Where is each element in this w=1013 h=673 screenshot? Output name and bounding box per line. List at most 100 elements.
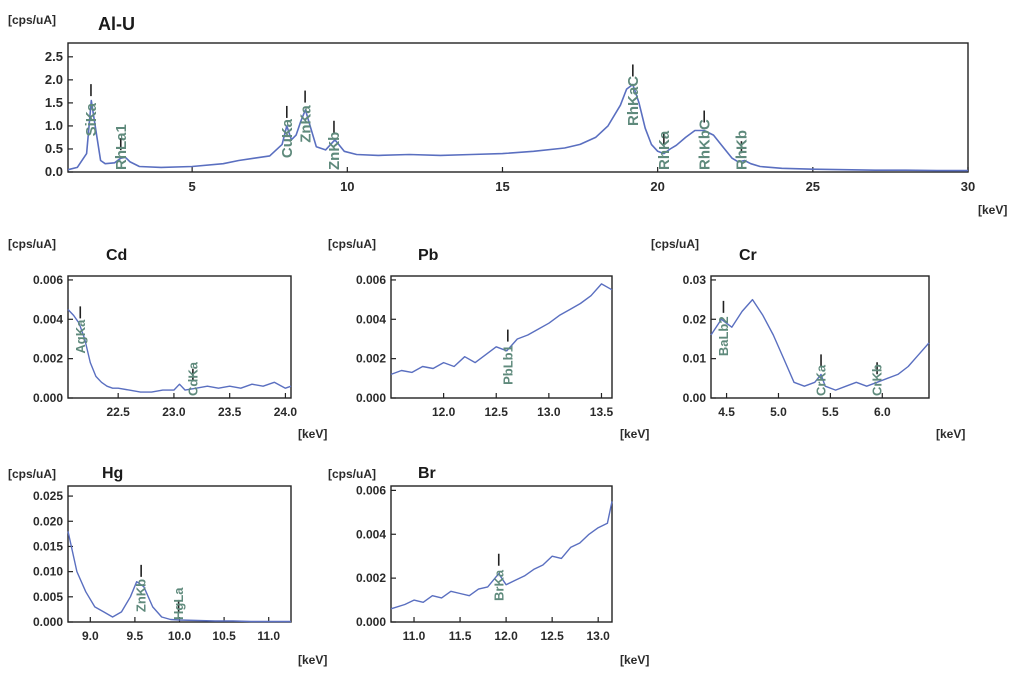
y-tick-label: 0.03 <box>683 273 707 287</box>
y-axis-label: [cps/uA] <box>8 13 56 27</box>
y-tick-label: 0.015 <box>33 539 63 553</box>
y-tick-label: 0.5 <box>45 141 63 156</box>
spectrum-line <box>67 83 968 172</box>
y-tick-label: 0.010 <box>33 565 63 579</box>
x-tick-label: 23.5 <box>218 405 242 419</box>
x-tick-label: 12.5 <box>540 629 564 643</box>
x-tick-label: 6.0 <box>874 405 891 419</box>
x-tick-label: 11.0 <box>257 629 280 643</box>
peak-label: CuKa <box>279 118 296 158</box>
peak-label: RhKb <box>734 130 751 170</box>
peak-label: CdKa <box>185 361 200 396</box>
chart-br: [cps/uA] Br [keV] 11.0 11.5 12.0 12.5 13.0 0.000… <box>328 465 649 667</box>
x-tick-label: 10 <box>340 179 354 194</box>
peak-label: HgLa <box>171 587 186 620</box>
peak-label: CrKa <box>814 364 829 396</box>
spectrum-line <box>390 501 613 610</box>
peak-label: RhKa <box>656 130 673 170</box>
y-tick-label: 0.005 <box>33 590 63 604</box>
plot-frame <box>67 275 292 399</box>
x-tick-label: 11.0 <box>403 629 426 643</box>
y-tick-label: 2.0 <box>45 72 63 87</box>
spectrum-line <box>67 309 292 393</box>
x-tick-label: 5.0 <box>770 405 787 419</box>
y-tick-label: 1.5 <box>45 95 63 110</box>
x-tick-label: 22.5 <box>106 405 130 419</box>
peak-label: SiKa <box>83 102 100 136</box>
plot-frame <box>390 275 613 399</box>
spectrum-line <box>67 531 291 623</box>
x-tick-label: 13.5 <box>590 405 614 419</box>
y-tick-label: 1.0 <box>45 118 63 133</box>
x-tick-label: 5 <box>189 179 196 194</box>
y-tick-label: 0.01 <box>683 352 707 366</box>
x-axis-label: [keV] <box>936 427 965 441</box>
y-tick-label: 0.002 <box>356 352 386 366</box>
x-tick-label: 5.5 <box>822 405 839 419</box>
chart-cr: [cps/uA] Cr [keV] 4.5 5.0 5.5 6.0 0.00 0.01 0.02 0… <box>651 237 965 441</box>
x-tick-label: 12.0 <box>494 629 518 643</box>
y-tick-label: 0.000 <box>356 391 386 405</box>
y-tick-label: 0.0 <box>45 164 63 179</box>
y-axis-label: [cps/uA] <box>328 467 376 481</box>
spectrum-line <box>710 298 930 391</box>
y-tick-label: 0.025 <box>33 489 63 503</box>
peak-label: CrKb <box>870 364 885 396</box>
x-axis-label: [keV] <box>620 427 649 441</box>
peak-label: BrKa <box>491 569 506 601</box>
y-axis-label: [cps/uA] <box>328 237 376 251</box>
plot-frame <box>390 485 613 623</box>
x-tick-label: 13.0 <box>537 405 561 419</box>
y-tick-label: 0.02 <box>683 312 707 326</box>
y-tick-label: 0.004 <box>356 527 386 541</box>
chart-title: Cd <box>106 247 127 264</box>
y-tick-label: 0.002 <box>356 571 386 585</box>
y-axis-label: [cps/uA] <box>651 237 699 251</box>
x-tick-label: 11.5 <box>449 629 472 643</box>
y-tick-label: 0.002 <box>33 352 63 366</box>
y-tick-label: 0.006 <box>356 483 386 497</box>
x-axis-label: [keV] <box>978 203 1007 217</box>
x-tick-label: 10.0 <box>168 629 192 643</box>
peak-label: ZnKa <box>297 105 314 143</box>
y-axis-label: [cps/uA] <box>8 237 56 251</box>
x-tick-label: 13.0 <box>587 629 611 643</box>
y-tick-label: 0.004 <box>356 312 386 326</box>
y-tick-label: 0.006 <box>356 273 386 287</box>
x-tick-label: 9.0 <box>82 629 99 643</box>
spectrum-line <box>390 283 613 376</box>
chart-title: Br <box>418 465 436 482</box>
x-tick-label: 30 <box>961 179 975 194</box>
y-tick-label: 2.5 <box>45 49 63 64</box>
peak-label: ZnKb <box>326 132 343 170</box>
chart-title: Al-U <box>98 14 135 34</box>
x-tick-label: 12.5 <box>485 405 509 419</box>
x-tick-label: 25 <box>806 179 820 194</box>
y-tick-label: 0.006 <box>33 273 63 287</box>
chart-pb: [cps/uA] Pb [keV] 12.0 12.5 13.0 13.5 0.000 0.00… <box>328 237 649 441</box>
chart-title: Cr <box>739 247 757 264</box>
y-tick-label: 0.000 <box>33 391 63 405</box>
x-tick-label: 9.5 <box>127 629 144 643</box>
y-tick-label: 0.00 <box>683 391 707 405</box>
x-tick-label: 23.0 <box>162 405 186 419</box>
x-axis-label: [keV] <box>620 653 649 667</box>
chart-title: Hg <box>102 465 123 482</box>
peak-label: PbLb1 <box>500 345 515 385</box>
chart-al-u: [cps/uA] Al-U [keV] 5 10 15 20 25 30 0.0 0.5 1.0 1.5… <box>8 13 1007 217</box>
chart-title: Pb <box>418 247 439 264</box>
peak-label: ZnKb <box>134 579 149 612</box>
x-tick-label: 24.0 <box>274 405 298 419</box>
peak-label: AgKa <box>73 319 88 354</box>
chart-cd: [cps/uA] Cd [keV] 22.5 23.0 23.5 24.0 0.000 0.00… <box>8 237 327 441</box>
plot-frame <box>67 42 969 173</box>
y-tick-label: 0.020 <box>33 514 63 528</box>
x-tick-label: 10.5 <box>212 629 236 643</box>
peak-label: RhLa1 <box>113 124 130 170</box>
peak-label: BaLb2 <box>716 316 731 356</box>
peak-label: RhKaC <box>625 76 642 126</box>
y-tick-label: 0.000 <box>356 615 386 629</box>
peak-label: RhKbC <box>696 119 713 170</box>
x-axis-label: [keV] <box>298 653 327 667</box>
